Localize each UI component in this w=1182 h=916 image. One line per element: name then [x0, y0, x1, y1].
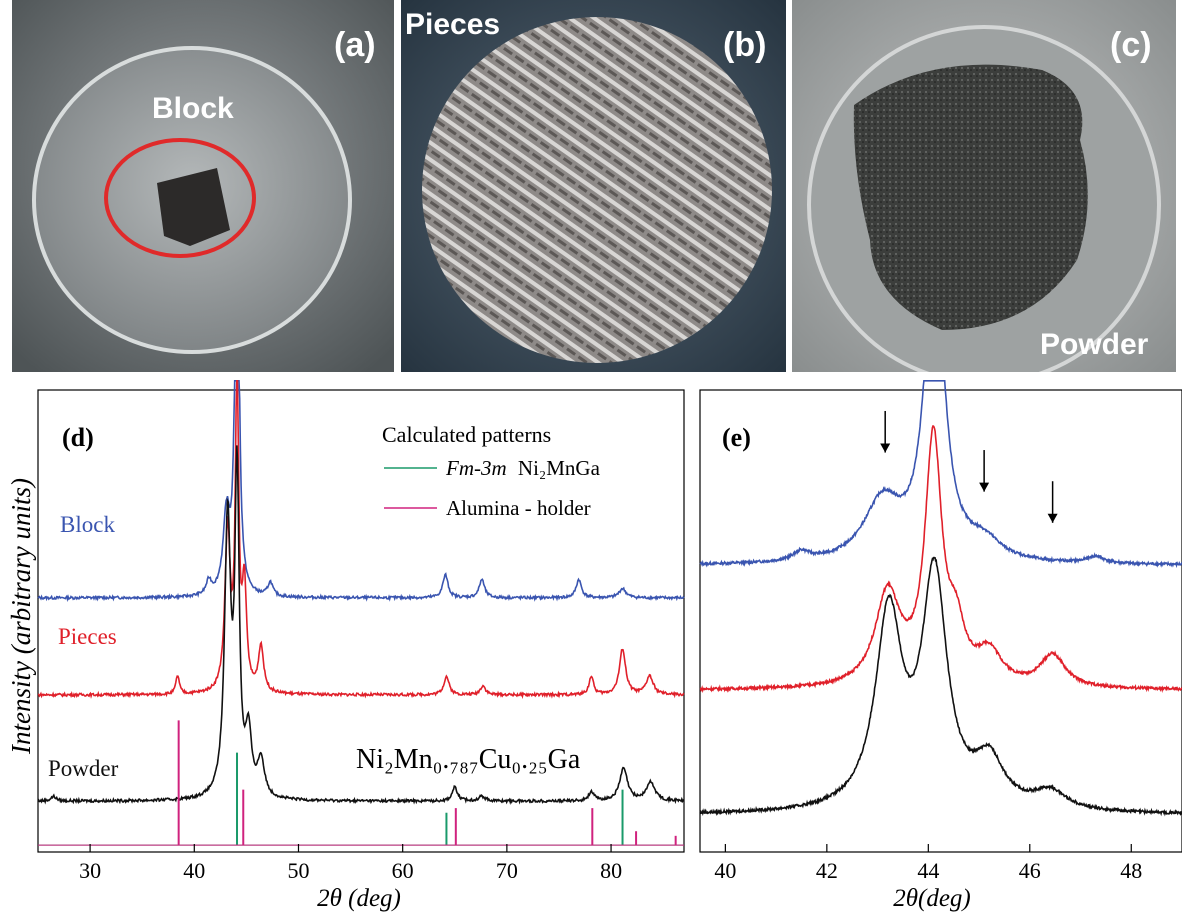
photo-pieces: Pieces (b) — [401, 0, 786, 372]
chart-d-x-tick-label: 60 — [392, 858, 414, 883]
chart-e-x-ticks: 40 42 44 46 48 — [714, 844, 1142, 883]
series-label-pieces: Pieces — [58, 624, 117, 649]
chart-d-x-tick-label: 70 — [496, 858, 518, 883]
chart-e-series — [699, 380, 1182, 817]
photo-powder: (c) Powder — [792, 0, 1176, 372]
series-label-powder: Powder — [48, 756, 119, 781]
chart-e: 40 42 44 46 48 (e) 2θ(deg) — [699, 380, 1182, 912]
chart-d-series — [37, 380, 685, 805]
chart-d-series-line-pieces — [37, 380, 685, 700]
chart-d-frame — [37, 389, 685, 853]
chart-e-x-tick-label: 44 — [917, 858, 939, 883]
chart-d-xlabel: 2θ (deg) — [317, 885, 401, 912]
chart-e-x-tick-label: 46 — [1019, 858, 1041, 883]
chart-e-x-tick-label: 48 — [1120, 858, 1142, 883]
chart-d-sticks — [38, 720, 684, 846]
powder-photo-image — [792, 0, 1176, 372]
block-photo-image — [12, 0, 394, 372]
chart-e-x-tick-label: 42 — [816, 858, 838, 883]
sample-formula: Ni₂Mn₀.₇₈₇Cu₀.₂₅Ga — [356, 744, 581, 775]
arrow-head-icon — [1047, 513, 1058, 523]
panel-label-d: (d) — [62, 423, 94, 452]
chart-d-series-line-block — [37, 380, 685, 603]
legend-item-fm3m: Fm-3m Ni₂MnGa — [445, 456, 601, 480]
powder-caption: Powder — [1040, 328, 1149, 361]
legend-fm3m-italic: Fm-3m — [445, 456, 507, 480]
arrow-head-icon — [880, 443, 891, 453]
pieces-caption: Pieces — [405, 8, 501, 41]
chart-e-frame — [699, 389, 1182, 853]
chart-e-series-line-block — [699, 380, 1182, 569]
chart-e-arrows — [880, 410, 1058, 523]
panel-label-a: (a) — [334, 26, 376, 64]
panel-label-b: (b) — [723, 26, 767, 64]
block-caption: Block — [152, 92, 234, 125]
chart-d-x-tick-label: 80 — [600, 858, 622, 883]
legend-fm3m-rest: Ni₂MnGa — [518, 456, 601, 480]
chart-e-series-line-powder — [699, 556, 1182, 817]
pieces-photo-image — [401, 0, 786, 372]
chart-d-x-ticks: 30 40 50 60 70 80 — [79, 844, 622, 883]
chart-d-x-tick-label: 50 — [287, 858, 309, 883]
xrd-charts: 30 40 50 60 70 80 (d) Calculated patterns Fm-… — [6, 380, 1182, 912]
chart-e-xlabel: 2θ(deg) — [893, 885, 971, 912]
photo-block: (a) Block — [12, 0, 394, 372]
series-label-block: Block — [60, 512, 115, 537]
chart-d-series-line-powder — [37, 445, 685, 805]
chart-e-x-tick-label: 40 — [714, 858, 736, 883]
chart-d-x-tick-label: 30 — [79, 858, 101, 883]
arrow-head-icon — [979, 482, 990, 492]
chart-d: 30 40 50 60 70 80 (d) Calculated patterns Fm-… — [6, 380, 685, 912]
panel-label-c: (c) — [1110, 26, 1152, 64]
legend-title: Calculated patterns — [382, 422, 551, 447]
legend-item-alumina: Alumina - holder — [446, 496, 591, 520]
chart-e-series-line-pieces — [699, 424, 1182, 694]
panel-label-e: (e) — [722, 423, 751, 452]
chart-d-ylabel: Intensity (arbitrary units) — [6, 478, 36, 755]
chart-d-x-tick-label: 40 — [183, 858, 205, 883]
